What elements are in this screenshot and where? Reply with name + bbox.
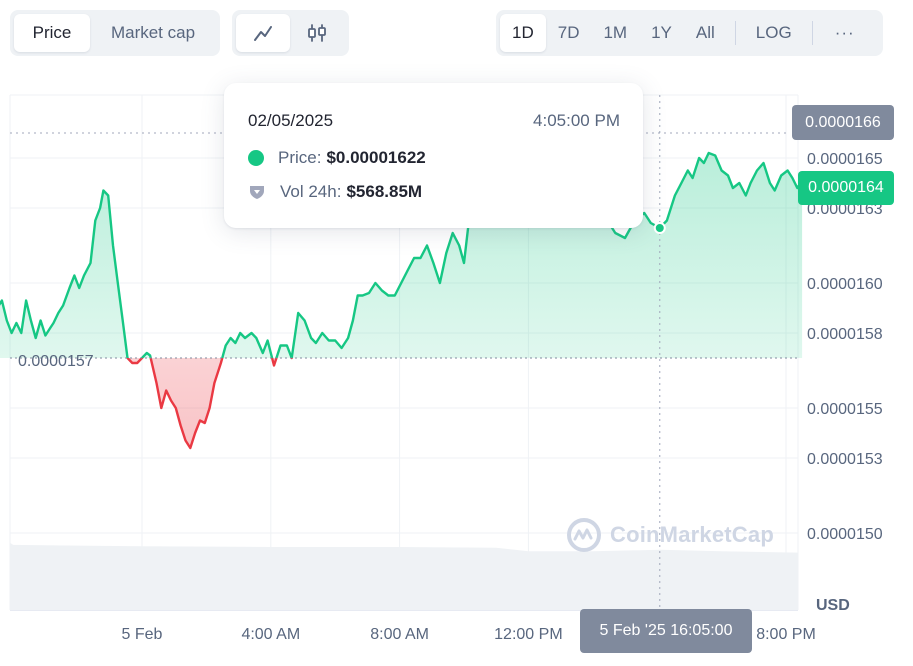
tooltip-volume-label: Vol 24h: — [280, 182, 342, 201]
range-divider — [811, 21, 813, 45]
candlestick-button[interactable] — [290, 14, 344, 52]
y-tick-label: 0.0000155 — [807, 401, 883, 418]
high-price-badge: 0.0000166 — [792, 105, 894, 140]
range-all-tab[interactable]: All — [695, 23, 715, 42]
log-scale-toggle[interactable]: LOG — [755, 23, 792, 42]
volume-bars — [10, 540, 798, 610]
price-area-up — [0, 153, 803, 358]
price-area-down — [0, 358, 803, 448]
more-options-button[interactable]: ··· — [834, 23, 855, 42]
currency-label: USD — [816, 597, 850, 614]
range-1d-tab[interactable]: 1D — [500, 14, 546, 52]
tooltip-date: 02/05/2025 — [248, 111, 334, 130]
y-tick-label: 0.0000163 — [807, 201, 883, 218]
hover-point — [653, 222, 666, 234]
price-tooltip: 02/05/2025 4:05:00 PM Price: $0.00001622… — [224, 83, 643, 228]
time-range-toggle: 1D 7D 1M 1Y All LOG ··· — [496, 10, 883, 56]
y-tick-label: 0.0000150 — [807, 526, 883, 543]
chart-type-toggle: Price Market cap — [10, 10, 220, 56]
x-tick-label: 12:00 PM — [494, 626, 562, 643]
price-dot-icon — [248, 150, 264, 166]
chart-style-toggle — [232, 10, 349, 56]
range-1y-tab[interactable]: 1Y — [651, 23, 672, 42]
y-tick-label: 0.0000158 — [807, 326, 883, 343]
tooltip-time: 4:05:00 PM — [533, 111, 620, 130]
candlestick-icon — [308, 24, 326, 42]
coinmarketcap-logo-icon — [567, 518, 601, 552]
y-tick-label: 0.0000160 — [807, 276, 883, 293]
y-tick-label: 0.0000165 — [807, 151, 883, 168]
market-cap-tab[interactable]: Market cap — [110, 23, 196, 42]
x-tick-label: 8:00 PM — [756, 626, 816, 643]
tooltip-price-label: Price: — [278, 148, 322, 167]
tooltip-volume-value: $568.85M — [346, 182, 423, 201]
line-chart-icon — [254, 26, 272, 41]
watermark-text: CoinMarketCap — [610, 522, 774, 547]
range-divider — [734, 21, 736, 45]
volume-shield-icon — [250, 186, 264, 199]
watermark: CoinMarketCap — [566, 517, 774, 553]
range-1m-tab[interactable]: 1M — [603, 23, 628, 42]
baseline-label: 0.0000157 — [18, 353, 94, 370]
hover-time-badge: 5 Feb '25 16:05:00 — [580, 609, 752, 653]
y-tick-label: 0.0000153 — [807, 451, 883, 468]
range-7d-tab[interactable]: 7D — [557, 23, 580, 42]
x-tick-label: 5 Feb — [122, 626, 163, 643]
current-price-badge: 0.0000164 — [798, 171, 894, 205]
x-tick-label: 4:00 AM — [241, 626, 300, 643]
tooltip-price-value: $0.00001622 — [326, 148, 426, 167]
x-tick-label: 8:00 AM — [370, 626, 429, 643]
price-tab[interactable]: Price — [14, 14, 90, 52]
line-chart-button[interactable] — [236, 14, 290, 52]
